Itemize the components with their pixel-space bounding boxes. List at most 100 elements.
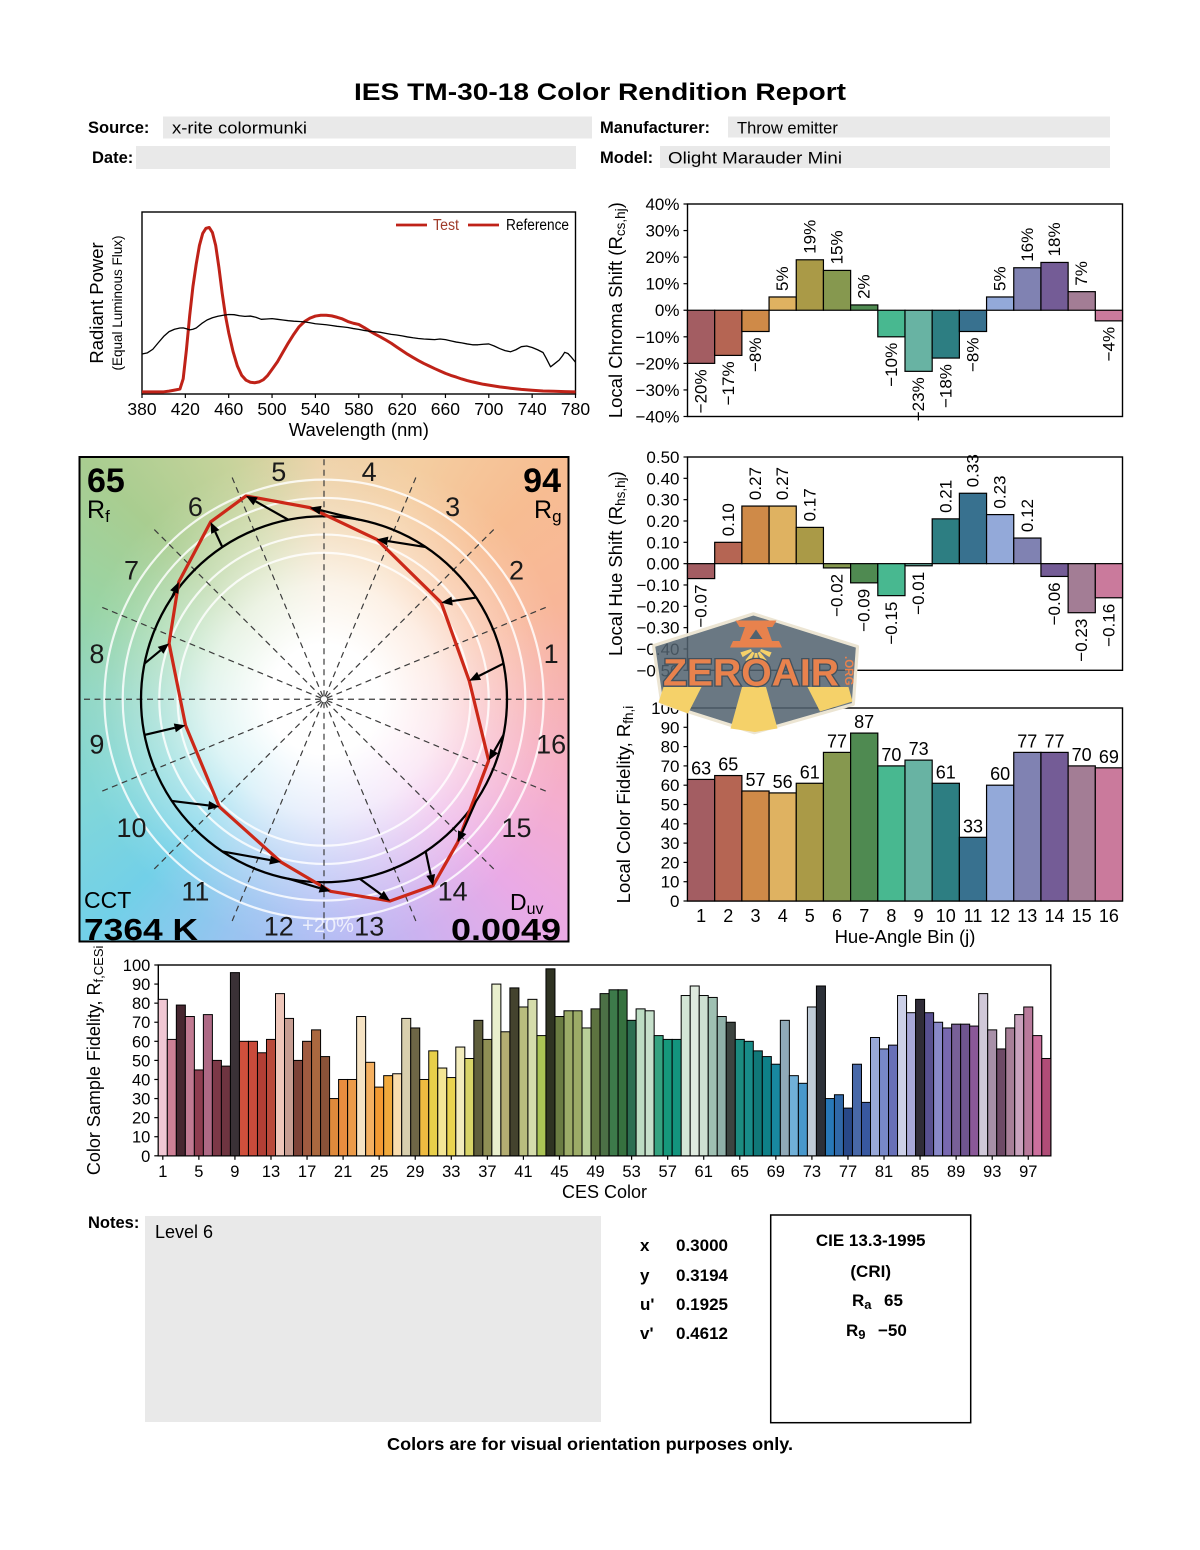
svg-text:−18%: −18% <box>936 364 955 408</box>
svg-text:65: 65 <box>87 462 125 500</box>
svg-text:57: 57 <box>659 1163 677 1181</box>
svg-text:−0.20: −0.20 <box>636 597 679 616</box>
svg-text:70: 70 <box>132 1014 150 1032</box>
svg-text:10: 10 <box>936 906 956 926</box>
svg-text:Level 6: Level 6 <box>155 1222 213 1242</box>
svg-text:−0.01: −0.01 <box>909 572 928 615</box>
svg-text:Test: Test <box>433 217 460 234</box>
svg-text:81: 81 <box>875 1163 893 1181</box>
svg-text:Model:: Model: <box>600 149 653 167</box>
svg-text:93: 93 <box>983 1163 1001 1181</box>
svg-text:73: 73 <box>803 1163 821 1181</box>
svg-text:13: 13 <box>1017 906 1037 926</box>
svg-text:1: 1 <box>158 1163 167 1181</box>
svg-text:16%: 16% <box>1018 228 1037 262</box>
svg-text:29: 29 <box>406 1163 424 1181</box>
svg-text:89: 89 <box>947 1163 965 1181</box>
svg-text:33: 33 <box>442 1163 460 1181</box>
svg-text:Radiant Power: Radiant Power <box>86 242 107 363</box>
svg-text:0.3000: 0.3000 <box>676 1236 728 1255</box>
svg-text:10: 10 <box>132 1129 150 1147</box>
svg-text:10: 10 <box>661 873 680 892</box>
svg-text:.ORG: .ORG <box>842 656 854 685</box>
svg-text:1: 1 <box>696 906 706 926</box>
svg-text:40: 40 <box>132 1072 150 1090</box>
svg-text:65: 65 <box>884 1291 903 1310</box>
svg-text:−23%: −23% <box>909 377 928 421</box>
svg-text:0: 0 <box>670 892 679 911</box>
svg-text:12: 12 <box>990 906 1010 926</box>
svg-text:CCT: CCT <box>84 887 131 913</box>
svg-text:4: 4 <box>778 906 788 926</box>
svg-text:0.0049: 0.0049 <box>451 912 561 947</box>
svg-text:R9: R9 <box>846 1321 866 1342</box>
svg-text:380: 380 <box>127 399 156 419</box>
svg-text:56: 56 <box>773 772 793 792</box>
svg-text:7: 7 <box>859 906 869 926</box>
svg-text:x-rite colormunki: x-rite colormunki <box>172 120 307 138</box>
svg-text:25: 25 <box>370 1163 388 1181</box>
svg-text:v': v' <box>640 1324 654 1343</box>
svg-text:9: 9 <box>914 906 924 926</box>
svg-text:(CRI): (CRI) <box>850 1262 891 1281</box>
svg-text:0.10: 0.10 <box>646 533 679 552</box>
svg-text:60: 60 <box>990 764 1010 784</box>
svg-text:85: 85 <box>911 1163 929 1181</box>
svg-text:y: y <box>640 1266 650 1285</box>
svg-text:69: 69 <box>767 1163 785 1181</box>
svg-text:Olight Marauder Mini: Olight Marauder Mini <box>668 150 842 168</box>
svg-text:620: 620 <box>387 399 416 419</box>
svg-text:−0.23: −0.23 <box>1072 619 1091 662</box>
svg-text:53: 53 <box>622 1163 640 1181</box>
svg-text:Rf: Rf <box>87 496 110 526</box>
svg-text:15: 15 <box>501 813 531 843</box>
svg-text:CES Color: CES Color <box>562 1182 647 1202</box>
svg-text:x: x <box>640 1236 650 1255</box>
svg-text:0.3194: 0.3194 <box>676 1266 729 1285</box>
svg-text:7%: 7% <box>1072 261 1091 286</box>
svg-text:10%: 10% <box>645 275 679 294</box>
svg-text:61: 61 <box>936 762 956 782</box>
svg-text:30%: 30% <box>645 222 679 241</box>
svg-text:Rg: Rg <box>534 496 562 526</box>
svg-text:0%: 0% <box>655 301 680 320</box>
svg-text:5: 5 <box>805 906 815 926</box>
svg-text:33: 33 <box>963 816 983 836</box>
svg-text:70: 70 <box>661 757 680 776</box>
svg-text:13: 13 <box>262 1163 280 1181</box>
svg-text:Local Color Fidelity, Rfh,i: Local Color Fidelity, Rfh,i <box>613 706 636 904</box>
svg-text:−0.16: −0.16 <box>1099 604 1118 647</box>
svg-text:15: 15 <box>1072 906 1092 926</box>
svg-text:0.23: 0.23 <box>991 476 1010 509</box>
svg-text:−4%: −4% <box>1099 327 1118 362</box>
svg-text:580: 580 <box>344 399 373 419</box>
svg-text:−8%: −8% <box>746 338 765 373</box>
svg-text:0.27: 0.27 <box>746 467 765 500</box>
svg-text:0.30: 0.30 <box>646 491 679 510</box>
svg-text:77: 77 <box>839 1163 857 1181</box>
svg-text:30: 30 <box>661 834 680 853</box>
svg-text:−0.02: −0.02 <box>828 574 847 617</box>
svg-text:Color Sample Fidelity, Rf,CESi: Color Sample Fidelity, Rf,CESi <box>84 946 106 1176</box>
svg-text:70: 70 <box>881 745 901 765</box>
svg-text:7: 7 <box>124 556 139 586</box>
svg-text:−10%: −10% <box>636 328 680 347</box>
svg-text:69: 69 <box>1099 747 1119 767</box>
svg-text:Hue-Angle Bin (j): Hue-Angle Bin (j) <box>835 926 976 947</box>
svg-text:49: 49 <box>586 1163 604 1181</box>
svg-text:0.27: 0.27 <box>773 467 792 500</box>
svg-text:6: 6 <box>832 906 842 926</box>
svg-text:94: 94 <box>523 462 561 500</box>
svg-text:2: 2 <box>723 906 733 926</box>
svg-text:100: 100 <box>123 957 151 975</box>
svg-text:41: 41 <box>514 1163 532 1181</box>
svg-text:0: 0 <box>141 1148 150 1166</box>
svg-text:63: 63 <box>691 758 711 778</box>
svg-text:15%: 15% <box>828 230 847 264</box>
svg-text:0.20: 0.20 <box>646 512 679 531</box>
svg-text:30: 30 <box>132 1091 150 1109</box>
svg-text:Local Hue Shift (Rhs,hj): Local Hue Shift (Rhs,hj) <box>605 471 628 656</box>
svg-text:77: 77 <box>827 731 847 751</box>
svg-text:−10%: −10% <box>882 343 901 387</box>
svg-text:Reference: Reference <box>506 217 569 234</box>
